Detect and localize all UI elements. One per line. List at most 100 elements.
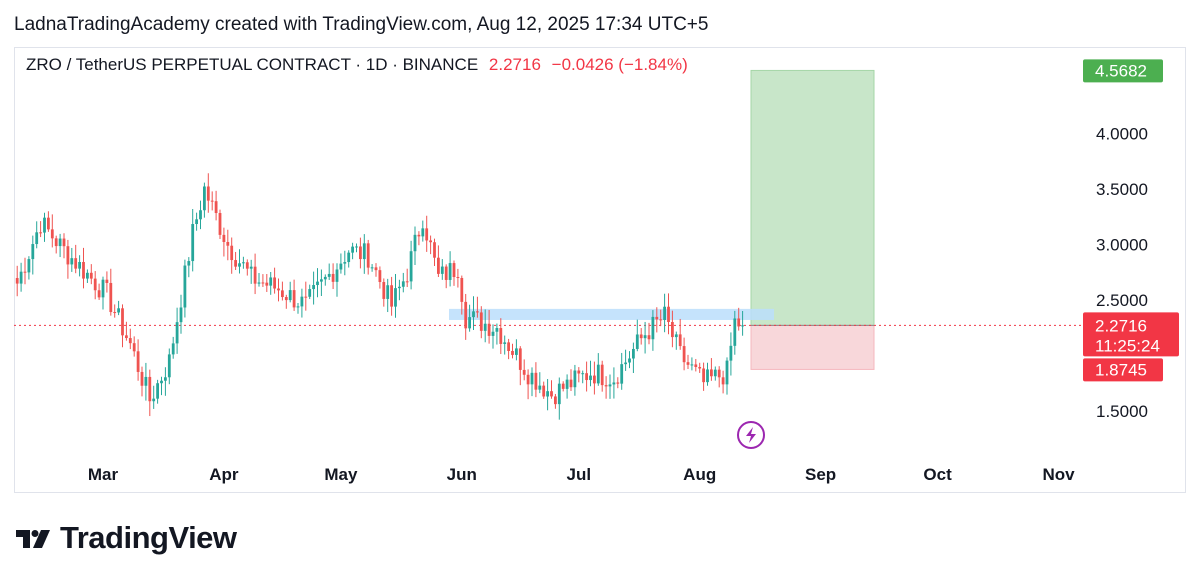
candle[interactable] <box>234 251 237 271</box>
chart-pane[interactable] <box>14 47 1186 493</box>
candle[interactable] <box>74 244 78 274</box>
candle[interactable] <box>608 374 612 399</box>
candle[interactable] <box>577 367 581 383</box>
target-price-tag[interactable]: 4.5682 <box>1083 59 1163 83</box>
candle[interactable] <box>284 294 288 309</box>
candle[interactable] <box>600 360 604 392</box>
candle[interactable] <box>717 366 721 388</box>
candle[interactable] <box>378 266 382 289</box>
candle[interactable] <box>694 358 698 372</box>
candle[interactable] <box>82 247 85 289</box>
candle[interactable] <box>288 281 292 303</box>
candle[interactable] <box>542 381 546 399</box>
candle[interactable] <box>160 376 163 396</box>
candle[interactable] <box>66 239 70 279</box>
candle[interactable] <box>643 321 647 354</box>
resistance-zone[interactable] <box>449 308 774 320</box>
candle[interactable] <box>331 263 335 290</box>
candle[interactable] <box>433 238 436 266</box>
candle[interactable] <box>526 369 530 400</box>
candle[interactable] <box>511 343 514 359</box>
candle[interactable] <box>370 264 374 272</box>
candle[interactable] <box>632 342 635 374</box>
candle[interactable] <box>405 268 409 288</box>
candle[interactable] <box>214 190 218 221</box>
candle[interactable] <box>398 279 401 301</box>
candle[interactable] <box>444 264 448 289</box>
candle[interactable] <box>401 272 405 293</box>
candle[interactable] <box>222 227 226 257</box>
candle[interactable] <box>265 274 269 292</box>
candle[interactable] <box>491 324 495 349</box>
candle[interactable] <box>417 231 421 246</box>
profit-target-zone[interactable] <box>750 69 875 326</box>
candle[interactable] <box>343 250 347 276</box>
candle[interactable] <box>538 372 542 394</box>
candle[interactable] <box>386 278 390 313</box>
candle[interactable] <box>651 310 655 351</box>
candle[interactable] <box>39 221 42 238</box>
candle[interactable] <box>557 377 561 420</box>
candle[interactable] <box>366 239 370 275</box>
candle[interactable] <box>35 221 39 249</box>
candle[interactable] <box>359 237 362 269</box>
candle[interactable] <box>468 304 471 332</box>
candle[interactable] <box>729 332 733 376</box>
candle[interactable] <box>238 249 241 274</box>
candle[interactable] <box>320 269 323 297</box>
candle[interactable] <box>242 256 245 269</box>
candle[interactable] <box>737 307 741 331</box>
candle[interactable] <box>437 245 440 277</box>
candle[interactable] <box>70 247 74 272</box>
candle[interactable] <box>374 263 378 277</box>
candle[interactable] <box>495 323 499 345</box>
candle[interactable] <box>113 304 117 318</box>
candle[interactable] <box>117 300 120 316</box>
candle[interactable] <box>210 191 214 211</box>
candle[interactable] <box>15 265 19 297</box>
candle[interactable] <box>620 352 624 390</box>
candle[interactable] <box>249 259 253 284</box>
candle[interactable] <box>409 240 413 290</box>
candle[interactable] <box>639 328 643 345</box>
candle[interactable] <box>390 276 393 316</box>
candle[interactable] <box>713 366 717 381</box>
candle[interactable] <box>554 393 557 409</box>
candle[interactable] <box>581 370 585 384</box>
candle[interactable] <box>682 337 686 371</box>
candle[interactable] <box>616 377 620 389</box>
candle[interactable] <box>152 385 156 409</box>
candle[interactable] <box>628 351 631 369</box>
tradingview-logo[interactable]: TradingView <box>16 520 237 556</box>
candle[interactable] <box>281 281 284 301</box>
candle[interactable] <box>725 357 729 395</box>
candle[interactable] <box>339 253 343 274</box>
candle[interactable] <box>58 233 62 258</box>
candle[interactable] <box>678 318 682 350</box>
candle[interactable] <box>132 336 136 357</box>
candle[interactable] <box>62 233 66 259</box>
candle[interactable] <box>269 272 273 295</box>
candle[interactable] <box>565 374 569 399</box>
candle[interactable] <box>78 255 81 277</box>
candle[interactable] <box>569 369 573 392</box>
candle[interactable] <box>125 321 128 341</box>
candle[interactable] <box>86 269 89 283</box>
candle[interactable] <box>27 256 31 280</box>
candle[interactable] <box>487 309 491 344</box>
candle[interactable] <box>179 294 183 334</box>
candle[interactable] <box>546 379 549 411</box>
candle[interactable] <box>421 220 425 242</box>
candle[interactable] <box>499 318 503 355</box>
candle[interactable] <box>351 242 354 260</box>
candle[interactable] <box>128 328 132 350</box>
candle[interactable] <box>671 310 674 348</box>
candle[interactable] <box>245 259 249 276</box>
candle[interactable] <box>573 364 577 396</box>
candle[interactable] <box>54 235 58 254</box>
candle[interactable] <box>191 208 195 272</box>
candle[interactable] <box>635 319 639 352</box>
candle[interactable] <box>702 362 705 391</box>
candle[interactable] <box>304 281 308 311</box>
candle[interactable] <box>312 271 315 305</box>
